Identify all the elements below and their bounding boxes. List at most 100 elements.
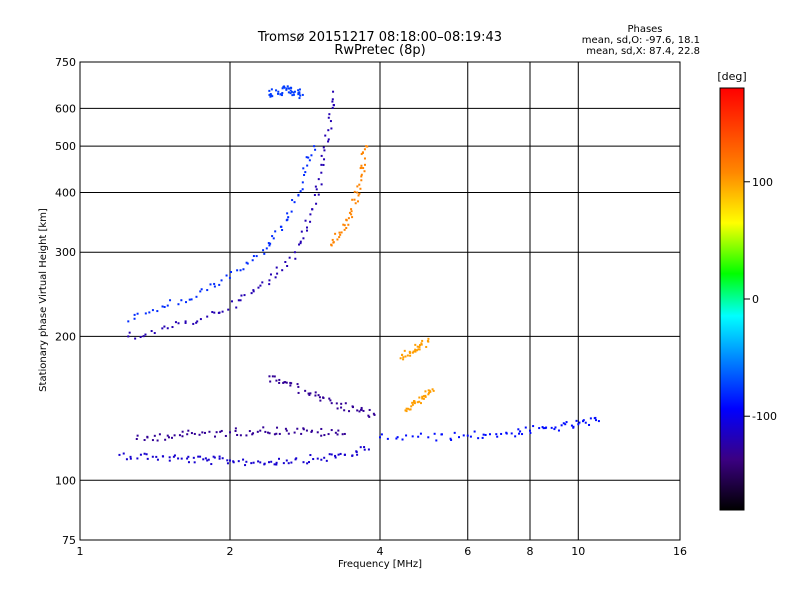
data-point — [292, 93, 295, 96]
data-point — [344, 402, 347, 405]
data-point — [291, 94, 294, 97]
data-point — [412, 350, 415, 353]
data-point — [345, 226, 348, 229]
data-point — [310, 154, 313, 157]
data-point — [332, 90, 335, 93]
y-axis-label: Stationary phase Virtual Height [km] — [38, 208, 49, 392]
data-point — [293, 431, 296, 434]
data-point — [550, 426, 553, 429]
data-point — [256, 430, 259, 433]
data-point — [294, 458, 297, 461]
data-point — [246, 262, 249, 265]
data-point — [356, 185, 359, 188]
data-point — [406, 354, 409, 357]
data-point — [414, 343, 417, 346]
data-point — [244, 464, 247, 467]
data-point — [524, 426, 527, 429]
data-point — [351, 405, 354, 408]
data-point — [262, 426, 265, 429]
data-point — [268, 93, 271, 96]
data-point — [350, 208, 353, 211]
data-point — [405, 434, 408, 437]
data-point — [207, 458, 210, 461]
data-point — [267, 242, 270, 245]
data-point — [339, 233, 342, 236]
colorbar — [719, 87, 745, 511]
data-point — [517, 428, 520, 431]
x-tick-label: 10 — [571, 545, 585, 558]
data-point — [414, 349, 417, 352]
data-point — [418, 400, 421, 403]
data-point — [359, 187, 362, 190]
data-point — [565, 421, 568, 424]
data-point — [357, 194, 360, 197]
data-point — [416, 345, 419, 348]
data-point — [500, 432, 503, 435]
data-point — [177, 303, 180, 306]
data-point — [341, 433, 344, 436]
x-tick-label: 8 — [527, 545, 534, 558]
data-point — [308, 393, 311, 396]
data-point — [300, 230, 303, 233]
data-point — [336, 238, 339, 241]
data-point — [477, 437, 480, 440]
data-point — [156, 458, 159, 461]
data-point — [395, 437, 398, 440]
data-point — [420, 343, 423, 346]
data-point — [413, 400, 416, 403]
data-point — [289, 92, 292, 95]
data-point — [358, 410, 361, 413]
data-point — [484, 433, 487, 436]
data-point — [129, 457, 132, 460]
data-point — [320, 171, 323, 174]
data-point — [570, 424, 573, 427]
data-point — [353, 198, 356, 201]
data-point — [151, 439, 154, 442]
data-point — [414, 350, 417, 353]
data-point — [411, 351, 414, 354]
data-point — [320, 163, 323, 166]
data-point — [322, 163, 325, 166]
data-point — [401, 353, 404, 356]
data-point — [291, 199, 294, 202]
data-point — [276, 272, 279, 275]
data-point — [316, 431, 319, 434]
data-point — [355, 451, 358, 454]
data-point — [299, 94, 302, 97]
data-point — [282, 381, 285, 384]
data-point — [594, 416, 597, 419]
data-point — [192, 322, 195, 325]
data-point — [285, 381, 288, 384]
data-point — [541, 426, 544, 429]
data-point — [193, 432, 196, 435]
data-point — [348, 410, 351, 413]
data-point — [410, 405, 413, 408]
data-point — [268, 283, 271, 286]
data-point — [250, 292, 253, 295]
colorbar-label: [deg] — [717, 70, 746, 83]
data-point — [363, 148, 366, 151]
data-point — [185, 301, 188, 304]
data-point — [136, 457, 139, 460]
data-point — [510, 432, 513, 435]
data-point — [279, 93, 282, 96]
data-point — [331, 106, 334, 109]
data-point — [337, 453, 340, 456]
data-point — [360, 173, 363, 176]
data-point — [313, 194, 316, 197]
data-point — [336, 407, 339, 410]
data-point — [268, 89, 271, 92]
data-point — [331, 100, 334, 103]
data-point — [330, 243, 333, 246]
data-point — [296, 427, 299, 430]
data-point — [347, 217, 350, 220]
data-point — [142, 335, 145, 338]
data-point — [169, 299, 172, 302]
data-point — [304, 171, 307, 174]
data-point — [257, 460, 260, 463]
data-point — [122, 452, 125, 455]
data-point — [255, 255, 258, 258]
data-point — [231, 300, 234, 303]
data-point — [206, 289, 209, 292]
data-point — [505, 431, 508, 434]
